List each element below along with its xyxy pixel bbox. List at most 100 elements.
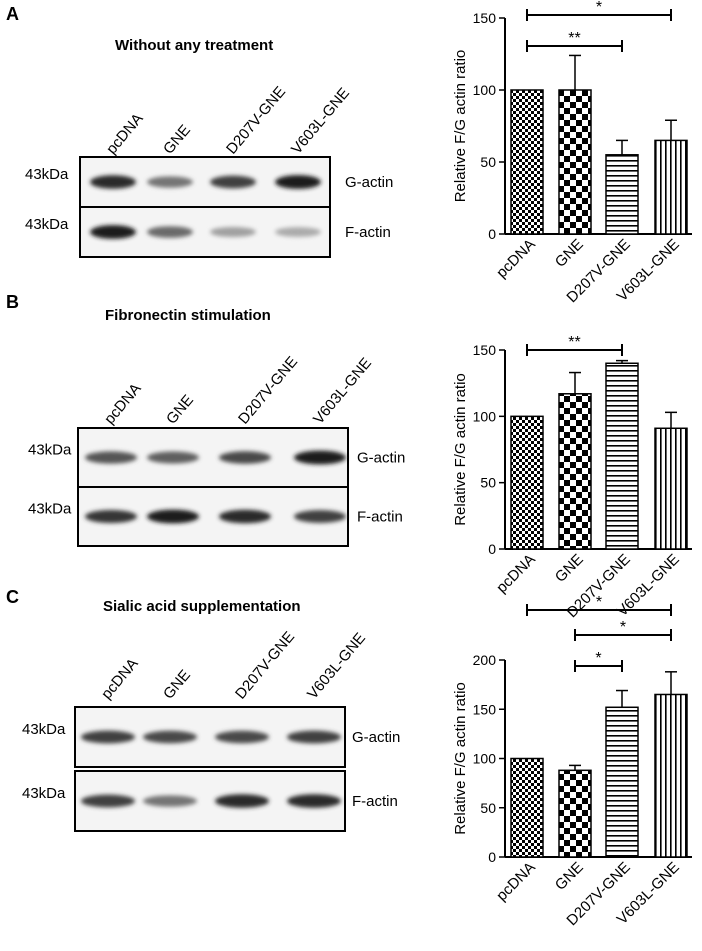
protein-band [147,176,193,188]
x-tick-label: pcDNA [493,236,539,282]
western-blot-c: pcDNA GNE D207V-GNE V603L-GNE 43kDa G-actin 43… [22,628,400,832]
bar [510,757,544,858]
bar [605,362,639,550]
band-name-label: F-actin [357,509,403,526]
band-name-label: G-actin [345,174,393,191]
lane-label: pcDNA [101,380,145,427]
x-tick-label: GNE [552,236,587,271]
significance-marker: * [596,0,602,16]
lane-label: V603L-GNE [288,85,353,158]
band-name-label: G-actin [357,450,405,467]
panel-b: B Fibronectin stimulation pcDNA GNE D207V-… [6,292,692,621]
protein-band [287,794,341,808]
y-tick-label: 150 [473,10,497,26]
panel-title-c: Sialic acid supplementation [103,598,301,615]
protein-band [219,451,271,464]
lane-label: GNE [163,392,197,428]
protein-band [210,175,256,189]
protein-band [143,730,197,744]
significance-marker: * [595,650,601,667]
y-tick-label: 100 [473,751,497,767]
lane-label: pcDNA [103,110,147,157]
western-blot-b: pcDNA GNE D207V-GNE V603L-GNE 43kDa G-actin 43… [28,353,405,547]
y-axis-label: Relative F/G actin ratio [452,682,469,835]
bar [558,769,592,858]
protein-band [294,450,346,465]
y-axis-label: Relative F/G actin ratio [452,373,469,526]
molecular-weight-label: 43kDa [25,166,69,183]
y-tick-label: 200 [473,652,497,668]
protein-band [81,730,135,744]
y-tick-label: 50 [480,475,496,491]
lane-label: GNE [160,122,194,158]
panel-title-b: Fibronectin stimulation [105,307,271,324]
molecular-weight-label: 43kDa [22,785,66,802]
bar [510,415,544,550]
panel-label-a: A [6,4,19,24]
bar [510,89,544,235]
panel-c: C Sialic acid supplementation pcDNA GNE D2… [6,587,692,929]
protein-band [85,509,137,524]
molecular-weight-label: 43kDa [28,501,72,518]
protein-band [210,226,256,238]
x-tick-label: pcDNA [493,859,539,905]
protein-band [90,225,136,239]
y-tick-label: 0 [488,541,496,557]
x-tick-label: GNE [552,551,587,586]
protein-band [294,510,346,523]
protein-band [275,227,321,237]
x-tick-label: pcDNA [493,551,539,597]
molecular-weight-label: 43kDa [28,442,72,459]
bar [605,706,639,858]
protein-band [215,794,269,808]
significance-marker: ** [568,334,580,351]
panel-label-c: C [6,587,19,607]
lane-label: V603L-GNE [304,630,369,703]
y-tick-label: 150 [473,342,497,358]
protein-band [81,794,135,808]
molecular-weight-label: 43kDa [25,216,69,233]
panel-a: A Without any treatment pcDNA GNE D207V-GN… [6,0,692,306]
band-name-label: F-actin [345,224,391,241]
significance-marker: * [620,619,626,636]
bar [654,427,688,550]
x-tick-label: GNE [552,859,587,894]
protein-band [147,226,193,238]
significance-marker: * [596,594,602,611]
y-axis-label: Relative F/G actin ratio [452,50,469,203]
bar [558,393,592,550]
panel-label-b: B [6,292,19,312]
y-tick-label: 100 [473,408,497,424]
protein-band [147,509,199,524]
protein-band [147,451,199,464]
lane-label: D207V-GNE [235,353,301,427]
y-tick-label: 150 [473,701,497,717]
panel-title-a: Without any treatment [115,37,273,54]
y-tick-label: 100 [473,82,497,98]
y-tick-label: 50 [480,800,496,816]
lane-label: D207V-GNE [223,83,289,157]
protein-band [219,509,271,524]
y-tick-label: 0 [488,226,496,242]
molecular-weight-label: 43kDa [22,721,66,738]
bar [605,154,639,235]
y-tick-label: 0 [488,849,496,865]
lane-label: pcDNA [98,655,142,702]
protein-band [215,730,269,744]
lane-label: V603L-GNE [310,355,375,428]
protein-band [143,795,197,807]
bar [558,89,592,235]
band-name-label: G-actin [352,729,400,746]
lane-label: GNE [160,667,194,703]
bar [654,139,688,235]
bar [654,693,688,858]
bar-chart-a: 0 50 100 150 Relative F/G actin ratio pcDNA GN… [452,0,692,306]
y-tick-label: 50 [480,154,496,170]
significance-marker: ** [568,30,580,47]
protein-band [90,175,136,189]
lane-label: D207V-GNE [232,628,298,702]
